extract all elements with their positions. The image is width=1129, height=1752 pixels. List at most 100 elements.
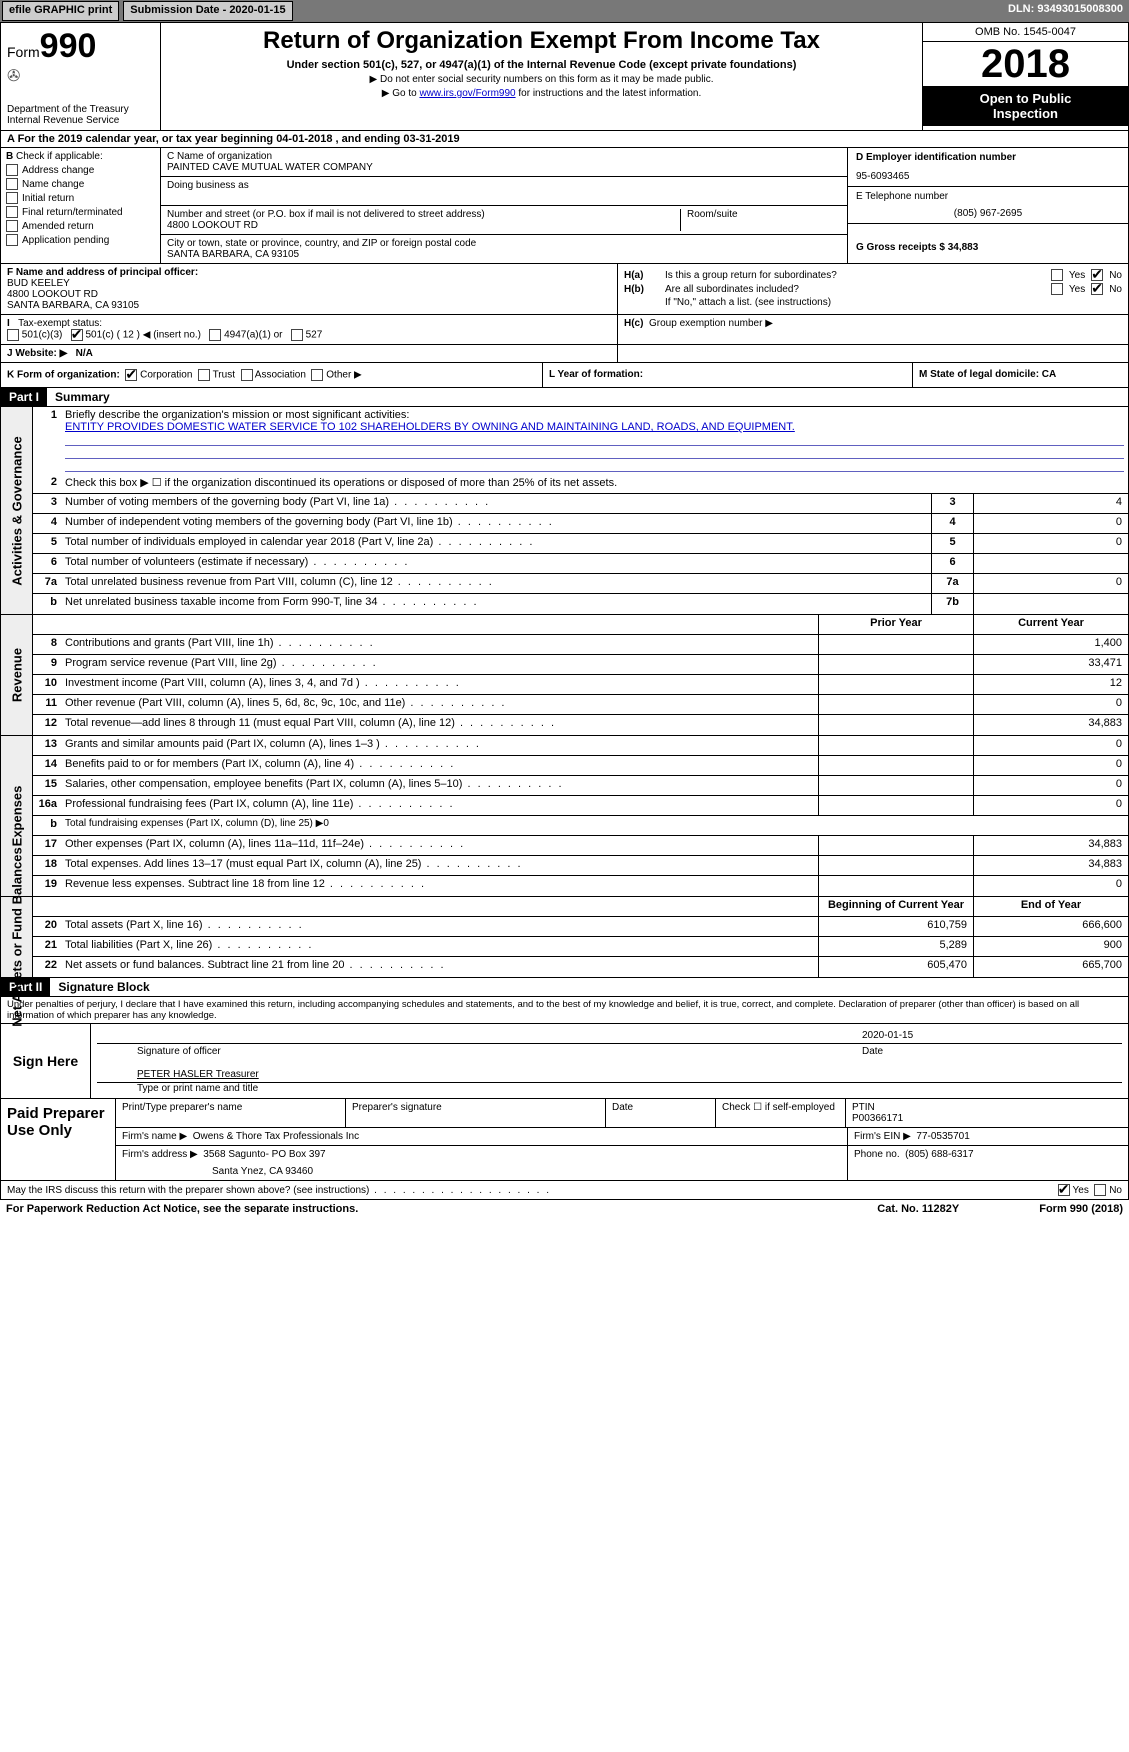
section-bcd: B Check if applicable: Address change Na… [0, 148, 1129, 264]
firm-addr1: 3568 Sagunto- PO Box 397 [203, 1149, 325, 1160]
part2-header: Part II Signature Block [0, 978, 1129, 997]
open-to-public: Open to Public Inspection [923, 86, 1128, 126]
table-row: 7aTotal unrelated business revenue from … [33, 574, 1128, 594]
firm-addr-cell: Firm's address ▶ 3568 Sagunto- PO Box 39… [116, 1146, 848, 1180]
irs-link[interactable]: www.irs.gov/Form990 [419, 88, 515, 99]
firm-addr2: Santa Ynez, CA 93460 [122, 1160, 841, 1177]
form-title: Return of Organization Exempt From Incom… [171, 27, 912, 55]
discuss-no-cb[interactable] [1094, 1184, 1106, 1196]
officer-addr2: SANTA BARBARA, CA 93105 [7, 300, 139, 311]
signer-name-label: Type or print name and title [97, 1083, 1122, 1094]
line2-desc: Check this box ▶ ☐ if the organization d… [61, 474, 1128, 493]
table-row: 21Total liabilities (Part X, line 26)5,2… [33, 937, 1128, 957]
table-row: bNet unrelated business taxable income f… [33, 594, 1128, 614]
ha-yes-cb[interactable] [1051, 269, 1063, 281]
end-year-header: End of Year [973, 897, 1128, 916]
sig-date: 2020-01-15 [862, 1030, 1122, 1041]
cb-initial-return[interactable]: Initial return [6, 192, 155, 204]
gross-receipts: G Gross receipts $ 34,883 [856, 242, 978, 253]
perjury-statement: Under penalties of perjury, I declare th… [0, 997, 1129, 1024]
ein-cell: D Employer identification number 95-6093… [848, 148, 1128, 187]
k-label: K Form of organization: [7, 370, 120, 381]
firm-phone-cell: Phone no. (805) 688-6317 [848, 1146, 1128, 1180]
part2-bar: Part II [1, 978, 50, 996]
city-cell: City or town, state or province, country… [161, 235, 847, 263]
section-klm: K Form of organization: Corporation Trus… [0, 363, 1129, 388]
firm-ein-cell: Firm's EIN ▶ 77-0535701 [848, 1128, 1128, 1145]
f-label: F Name and address of principal officer: [7, 267, 198, 278]
officer-addr1: 4800 LOOKOUT RD [7, 289, 98, 300]
cb-other[interactable] [311, 369, 323, 381]
year-formation: L Year of formation: [543, 363, 913, 387]
submission-date-button[interactable]: Submission Date - 2020-01-15 [123, 1, 292, 21]
col-d-ein: D Employer identification number 95-6093… [848, 148, 1128, 263]
state-domicile: M State of legal domicile: CA [913, 363, 1128, 387]
sign-here-label: Sign Here [1, 1024, 91, 1098]
room-label: Room/suite [687, 209, 841, 220]
hb-yes-cb[interactable] [1051, 283, 1063, 295]
header-right: OMB No. 1545-0047 2018 Open to Public In… [923, 23, 1128, 130]
table-row: 10Investment income (Part VIII, column (… [33, 675, 1128, 695]
prep-sig-header: Preparer's signature [346, 1099, 606, 1127]
table-row: 4Number of independent voting members of… [33, 514, 1128, 534]
hc-text: Group exemption number ▶ [649, 318, 773, 329]
netassets-section: Net Assets or Fund Balances Beginning of… [0, 897, 1129, 978]
table-row: 3Number of voting members of the governi… [33, 494, 1128, 514]
dln-label: DLN: 93493015008300 [1002, 0, 1129, 22]
cb-address-change[interactable]: Address change [6, 164, 155, 176]
city-value: SANTA BARBARA, CA 93105 [167, 249, 841, 260]
sig-date-label: Date [862, 1046, 1122, 1057]
cb-501c3[interactable] [7, 329, 19, 341]
cb-final-return[interactable]: Final return/terminated [6, 206, 155, 218]
section-h: H(a) Is this a group return for subordin… [618, 264, 1128, 314]
sign-here-block: Sign Here 2020-01-15 Signature of office… [0, 1024, 1129, 1099]
firm-ein-label: Firm's EIN ▶ [854, 1131, 911, 1142]
cb-amended[interactable]: Amended return [6, 220, 155, 232]
cb-pending[interactable]: Application pending [6, 234, 155, 246]
dba-cell: Doing business as [161, 177, 847, 206]
principal-officer: F Name and address of principal officer:… [1, 264, 618, 314]
section-i: I Tax-exempt status: 501(c)(3) 501(c) ( … [0, 315, 1129, 345]
cb-association[interactable] [241, 369, 253, 381]
firm-name-cell: Firm's name ▶ Owens & Thore Tax Professi… [116, 1128, 848, 1145]
table-row: 17Other expenses (Part IX, column (A), l… [33, 836, 1128, 856]
prior-year-header: Prior Year [818, 615, 973, 634]
cb-527[interactable] [291, 329, 303, 341]
hb-label: H(b) [624, 284, 659, 295]
netassets-sidelabel: Net Assets or Fund Balances [1, 897, 33, 977]
prep-date-header: Date [606, 1099, 716, 1127]
efile-print-button[interactable]: efile GRAPHIC print [2, 1, 119, 21]
table-row: 13Grants and similar amounts paid (Part … [33, 736, 1128, 756]
expenses-section: Expenses 13Grants and similar amounts pa… [0, 736, 1129, 897]
firm-name-label: Firm's name ▶ [122, 1131, 187, 1142]
table-row: 18Total expenses. Add lines 13–17 (must … [33, 856, 1128, 876]
line1-num: 1 [33, 407, 61, 474]
form-header: Form990 ✇ Department of the Treasury Int… [0, 22, 1129, 131]
mission-text: ENTITY PROVIDES DOMESTIC WATER SERVICE T… [65, 421, 795, 433]
cb-corporation[interactable] [125, 369, 137, 381]
hb-no-cb[interactable] [1091, 283, 1103, 295]
footer-catno: Cat. No. 11282Y [877, 1203, 959, 1215]
website-row: J Website: ▶ N/A [1, 345, 618, 362]
org-name: PAINTED CAVE MUTUAL WATER COMPANY [167, 162, 841, 173]
discuss-row: May the IRS discuss this return with the… [0, 1181, 1129, 1200]
cb-name-change[interactable]: Name change [6, 178, 155, 190]
discuss-yes-cb[interactable] [1058, 1184, 1070, 1196]
firm-addr-label: Firm's address ▶ [122, 1149, 198, 1160]
top-bar: efile GRAPHIC print Submission Date - 20… [0, 0, 1129, 22]
firm-ein: 77-0535701 [916, 1131, 969, 1142]
cb-4947[interactable] [209, 329, 221, 341]
section-fh: F Name and address of principal officer:… [0, 264, 1129, 315]
firm-name: Owens & Thore Tax Professionals Inc [193, 1131, 359, 1142]
cb-501c[interactable] [71, 329, 83, 341]
cb-trust[interactable] [198, 369, 210, 381]
note-goto: ▶ Go to www.irs.gov/Form990 for instruct… [171, 88, 912, 99]
table-row: 5Total number of individuals employed in… [33, 534, 1128, 554]
tax-exempt-status: I Tax-exempt status: 501(c)(3) 501(c) ( … [1, 315, 618, 344]
dba-label: Doing business as [167, 180, 841, 191]
irs-emblem-icon: ✇ [7, 66, 154, 86]
ptin-value: P00366171 [852, 1113, 903, 1124]
firm-phone-label: Phone no. [854, 1149, 900, 1160]
footer-left: For Paperwork Reduction Act Notice, see … [6, 1203, 358, 1215]
street-cell: Number and street (or P.O. box if mail i… [161, 206, 847, 235]
